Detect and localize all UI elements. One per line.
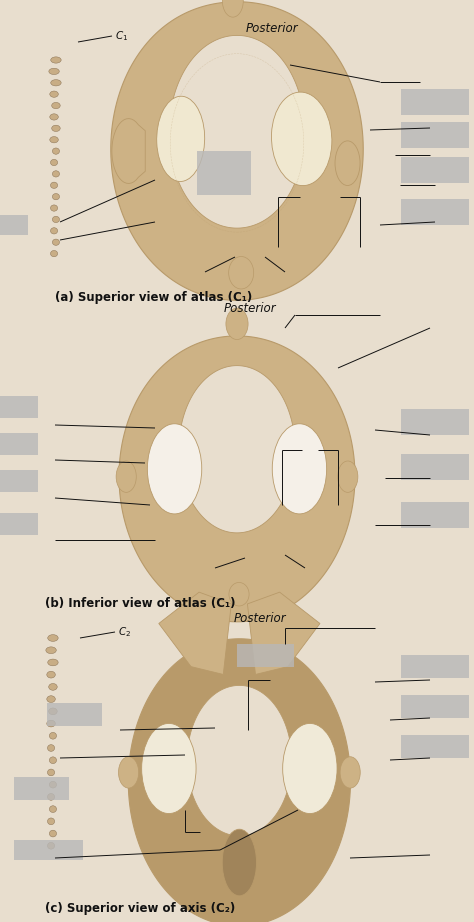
FancyBboxPatch shape bbox=[237, 644, 294, 667]
Ellipse shape bbox=[116, 461, 137, 492]
Ellipse shape bbox=[142, 724, 196, 813]
Ellipse shape bbox=[50, 91, 58, 98]
Ellipse shape bbox=[49, 806, 56, 812]
FancyBboxPatch shape bbox=[401, 199, 469, 225]
Ellipse shape bbox=[53, 148, 60, 154]
Ellipse shape bbox=[46, 647, 56, 654]
FancyBboxPatch shape bbox=[401, 89, 469, 115]
Ellipse shape bbox=[147, 424, 202, 514]
FancyBboxPatch shape bbox=[0, 470, 38, 492]
Ellipse shape bbox=[49, 757, 56, 763]
FancyBboxPatch shape bbox=[0, 513, 38, 535]
Polygon shape bbox=[128, 639, 350, 922]
Ellipse shape bbox=[340, 757, 360, 788]
Ellipse shape bbox=[222, 0, 243, 18]
Ellipse shape bbox=[50, 136, 58, 143]
Ellipse shape bbox=[51, 79, 61, 86]
Ellipse shape bbox=[52, 125, 60, 132]
Ellipse shape bbox=[53, 217, 60, 222]
Ellipse shape bbox=[51, 205, 58, 211]
Ellipse shape bbox=[157, 96, 205, 182]
Ellipse shape bbox=[50, 113, 58, 120]
Polygon shape bbox=[111, 2, 363, 301]
Text: Posterior: Posterior bbox=[246, 21, 298, 34]
Ellipse shape bbox=[51, 183, 58, 188]
Ellipse shape bbox=[49, 781, 56, 788]
Ellipse shape bbox=[48, 634, 58, 642]
Ellipse shape bbox=[49, 68, 59, 75]
Text: Posterior: Posterior bbox=[224, 301, 276, 314]
Ellipse shape bbox=[335, 141, 360, 185]
Text: (a) Superior view of atlas (C₁): (a) Superior view of atlas (C₁) bbox=[55, 290, 252, 303]
FancyBboxPatch shape bbox=[401, 502, 469, 528]
FancyBboxPatch shape bbox=[0, 396, 38, 418]
FancyBboxPatch shape bbox=[14, 777, 69, 800]
Text: (b) Inferior view of atlas (C₁): (b) Inferior view of atlas (C₁) bbox=[45, 597, 236, 609]
Ellipse shape bbox=[195, 764, 283, 867]
Text: $C_2$: $C_2$ bbox=[118, 625, 131, 639]
Ellipse shape bbox=[229, 583, 249, 606]
Polygon shape bbox=[119, 336, 355, 621]
Polygon shape bbox=[112, 119, 145, 183]
Ellipse shape bbox=[272, 424, 327, 514]
Polygon shape bbox=[159, 592, 231, 675]
FancyBboxPatch shape bbox=[0, 215, 28, 235]
Ellipse shape bbox=[49, 830, 56, 837]
FancyBboxPatch shape bbox=[401, 455, 469, 480]
FancyBboxPatch shape bbox=[401, 655, 469, 678]
Ellipse shape bbox=[51, 228, 58, 234]
Ellipse shape bbox=[53, 194, 60, 200]
FancyBboxPatch shape bbox=[401, 157, 469, 183]
FancyBboxPatch shape bbox=[197, 150, 251, 195]
Ellipse shape bbox=[53, 239, 60, 245]
FancyBboxPatch shape bbox=[401, 123, 469, 148]
Ellipse shape bbox=[47, 769, 55, 775]
Ellipse shape bbox=[51, 57, 61, 63]
Ellipse shape bbox=[52, 102, 60, 109]
FancyBboxPatch shape bbox=[47, 703, 102, 726]
Ellipse shape bbox=[49, 732, 56, 739]
Ellipse shape bbox=[222, 829, 256, 896]
Ellipse shape bbox=[53, 171, 60, 177]
Ellipse shape bbox=[51, 251, 58, 256]
Text: Posterior: Posterior bbox=[234, 611, 286, 624]
Ellipse shape bbox=[49, 708, 57, 715]
Ellipse shape bbox=[272, 92, 332, 185]
Ellipse shape bbox=[49, 683, 57, 691]
FancyBboxPatch shape bbox=[0, 432, 38, 455]
Text: $C_1$: $C_1$ bbox=[115, 30, 128, 43]
Ellipse shape bbox=[337, 461, 358, 492]
Text: (c) Superior view of axis (C₂): (c) Superior view of axis (C₂) bbox=[45, 902, 235, 915]
Ellipse shape bbox=[118, 757, 138, 788]
Ellipse shape bbox=[47, 818, 55, 824]
FancyBboxPatch shape bbox=[401, 735, 469, 758]
Ellipse shape bbox=[47, 696, 55, 703]
Polygon shape bbox=[169, 35, 305, 228]
Ellipse shape bbox=[47, 671, 55, 678]
Ellipse shape bbox=[283, 724, 337, 813]
Ellipse shape bbox=[47, 720, 55, 727]
FancyBboxPatch shape bbox=[401, 409, 469, 435]
Polygon shape bbox=[187, 685, 292, 836]
Ellipse shape bbox=[228, 256, 254, 289]
Ellipse shape bbox=[47, 745, 55, 751]
Ellipse shape bbox=[48, 659, 58, 666]
Ellipse shape bbox=[226, 308, 248, 339]
FancyBboxPatch shape bbox=[401, 695, 469, 718]
Polygon shape bbox=[179, 366, 295, 533]
Ellipse shape bbox=[47, 843, 55, 849]
Ellipse shape bbox=[47, 794, 55, 800]
Polygon shape bbox=[247, 592, 320, 675]
Ellipse shape bbox=[51, 160, 58, 166]
FancyBboxPatch shape bbox=[14, 840, 83, 860]
